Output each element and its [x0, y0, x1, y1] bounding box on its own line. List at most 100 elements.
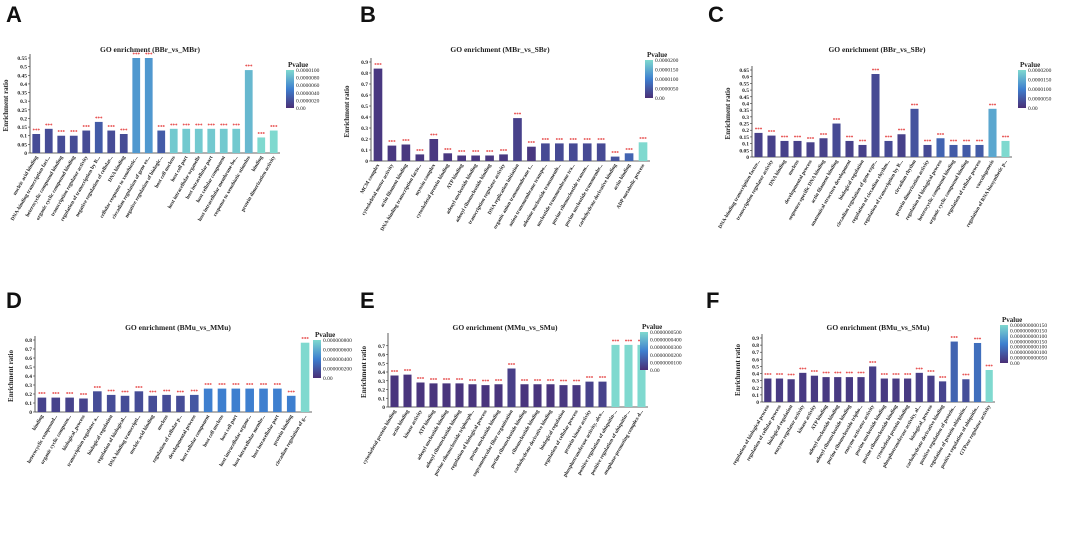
significance-label: *** — [38, 393, 46, 398]
bar — [507, 368, 516, 407]
significance-label: *** — [430, 378, 438, 383]
significance-label: *** — [787, 374, 795, 379]
bar — [471, 155, 480, 161]
bar — [119, 134, 128, 153]
panel-letter-F: F — [706, 288, 719, 313]
bar — [596, 143, 606, 161]
y-axis-label-E: Enrichment ratio — [360, 346, 368, 398]
legend-tick-label: 0.0000100 — [655, 77, 679, 83]
significance-label: *** — [898, 129, 906, 134]
y-tick-label: 0.2 — [378, 388, 385, 394]
legend-tick-label: 0.00 — [1010, 361, 1020, 367]
bar — [403, 374, 412, 407]
bar — [638, 142, 648, 161]
significance-label: *** — [83, 126, 91, 131]
y-tick-label: 0.15 — [739, 135, 749, 141]
significance-label: *** — [133, 53, 141, 58]
significance-label: *** — [107, 390, 115, 395]
panel-letter-A: A — [6, 2, 22, 27]
legend-tick-label: 0.0000200 — [1028, 68, 1052, 74]
legend-colorbar-E — [640, 332, 648, 370]
bar — [927, 375, 935, 402]
significance-label: *** — [560, 380, 568, 385]
significance-label: *** — [208, 124, 216, 129]
y-tick-label: 0.1 — [378, 396, 385, 402]
bar — [219, 128, 228, 153]
legend-tick-label: 0.000000000150 — [1010, 328, 1047, 334]
legend-tick-label: 0.0000150 — [655, 68, 679, 74]
significance-label: *** — [916, 368, 924, 373]
significance-label: *** — [583, 138, 591, 143]
significance-label: *** — [794, 136, 802, 141]
bar — [107, 130, 116, 153]
significance-label: *** — [258, 132, 266, 137]
y-tick-label: 0 — [756, 400, 759, 406]
significance-label: *** — [611, 152, 619, 157]
bar — [858, 144, 867, 157]
bar — [985, 370, 993, 402]
significance-label: *** — [528, 142, 536, 147]
legend-colorbar-C — [1018, 70, 1026, 108]
significance-label: *** — [232, 384, 240, 389]
legend-title-E: Pvalue — [642, 323, 662, 331]
bar — [94, 121, 103, 153]
bar — [904, 378, 912, 402]
y-tick-label: 0.25 — [17, 108, 27, 114]
significance-label: *** — [820, 133, 828, 138]
bar — [189, 394, 199, 412]
y-tick-label: 0.8 — [752, 343, 759, 349]
y-tick-label: 0.5 — [742, 88, 749, 94]
y-tick-label: 0.05 — [739, 148, 749, 154]
legend-colorbar-B — [645, 60, 653, 98]
y-axis-label-A: Enrichment ratio — [2, 79, 10, 131]
significance-label: *** — [145, 53, 153, 58]
bar — [892, 378, 900, 402]
bar — [767, 135, 776, 157]
legend-tick-label: 0.000000800 — [323, 338, 352, 344]
bar — [513, 118, 522, 161]
significance-label: *** — [599, 377, 607, 382]
bar — [169, 128, 178, 153]
significance-label: *** — [869, 361, 877, 366]
significance-label: *** — [416, 149, 424, 154]
legend-title-F: Pvalue — [1002, 316, 1022, 324]
bar — [286, 395, 296, 412]
legend-tick-label: 0.0000200 — [655, 58, 679, 64]
bar — [455, 383, 464, 407]
significance-label: *** — [195, 124, 203, 129]
significance-label: *** — [233, 124, 241, 129]
y-tick-label: 0.1 — [742, 142, 749, 148]
bar — [499, 154, 508, 161]
significance-label: *** — [482, 380, 490, 385]
y-tick-label: 0.6 — [378, 353, 385, 359]
legend-tick-label: 0.000000000150 — [1010, 323, 1047, 329]
legend-title-D: Pvalue — [315, 331, 335, 339]
significance-label: *** — [120, 129, 128, 134]
significance-label: *** — [904, 374, 912, 379]
legend-tick-label: 0.000000600 — [323, 348, 352, 354]
legend-tick-label: 0.00 — [650, 368, 660, 374]
bar — [134, 391, 144, 412]
bar — [754, 132, 763, 157]
legend-colorbar-D — [313, 340, 321, 378]
significance-label: *** — [764, 374, 772, 379]
significance-label: *** — [570, 138, 578, 143]
bar — [176, 395, 185, 412]
legend-title-A: Pvalue — [288, 61, 308, 69]
significance-label: *** — [274, 384, 282, 389]
y-tick-label: 0.65 — [739, 68, 749, 74]
significance-label: *** — [768, 131, 776, 136]
significance-label: *** — [892, 374, 900, 379]
y-tick-label: 0.9 — [361, 60, 368, 66]
bar — [624, 344, 633, 407]
y-tick-label: 0.45 — [739, 95, 749, 101]
bar — [481, 385, 490, 407]
legend-tick-label: 0.0000020 — [296, 98, 320, 104]
bar — [787, 379, 795, 402]
legend-tick-label: 0.00 — [323, 376, 333, 382]
bar — [57, 135, 66, 153]
y-tick-label: 0.7 — [361, 82, 368, 88]
significance-label: *** — [859, 140, 867, 145]
chart-title-B: GO enrichment (MBr_vs_SBr) — [450, 45, 550, 54]
legend-tick-label: 0.0000050 — [1028, 97, 1052, 103]
